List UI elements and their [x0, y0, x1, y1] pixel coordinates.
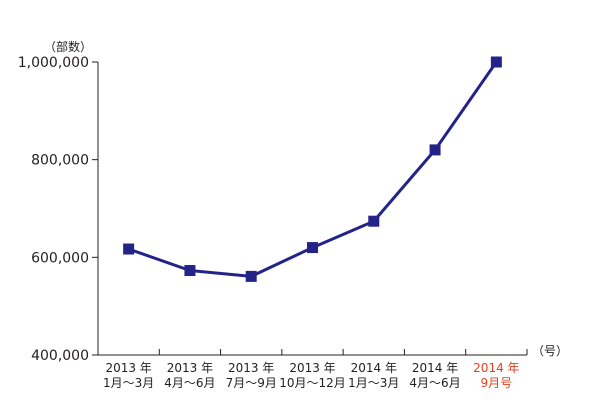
- y-tick-label: 600,000: [31, 250, 89, 266]
- x-tick-label-year: 2013 年: [228, 361, 274, 375]
- data-point-marker: [368, 215, 380, 227]
- x-tick-label-year: 2014 年: [473, 361, 519, 375]
- x-tick-label-period: 1月～3月: [348, 376, 399, 390]
- x-tick-label-year: 2014 年: [412, 361, 458, 375]
- y-tick-label: 400,000: [31, 348, 89, 364]
- y-tick-label: 1,000,000: [18, 55, 89, 71]
- data-point-marker: [307, 242, 318, 254]
- x-tick-label-period: 10月～12月: [279, 376, 346, 390]
- data-point-marker: [184, 265, 196, 277]
- x-tick-label-period: 9月号: [481, 376, 513, 390]
- x-tick-label-year: 2013 年: [289, 361, 335, 375]
- y-tick-label: 800,000: [31, 153, 89, 169]
- data-point-marker: [123, 243, 135, 255]
- data-point-marker: [429, 144, 441, 156]
- x-tick-label-period: 4月～6月: [164, 376, 215, 390]
- y-axis-unit-label: （部数）: [44, 39, 92, 54]
- x-tick-label-period: 1月～3月: [103, 376, 154, 390]
- x-tick-label-year: 2013 年: [105, 361, 151, 375]
- x-axis-unit-label: （号）: [532, 344, 568, 358]
- data-point-marker: [245, 270, 257, 282]
- data-point-marker: [490, 56, 502, 68]
- x-tick-label-year: 2013 年: [167, 361, 213, 375]
- x-tick-label-period: 7月～9月: [226, 376, 277, 390]
- x-tick-label-period: 4月～6月: [409, 376, 460, 390]
- x-tick-label-year: 2014 年: [351, 361, 397, 375]
